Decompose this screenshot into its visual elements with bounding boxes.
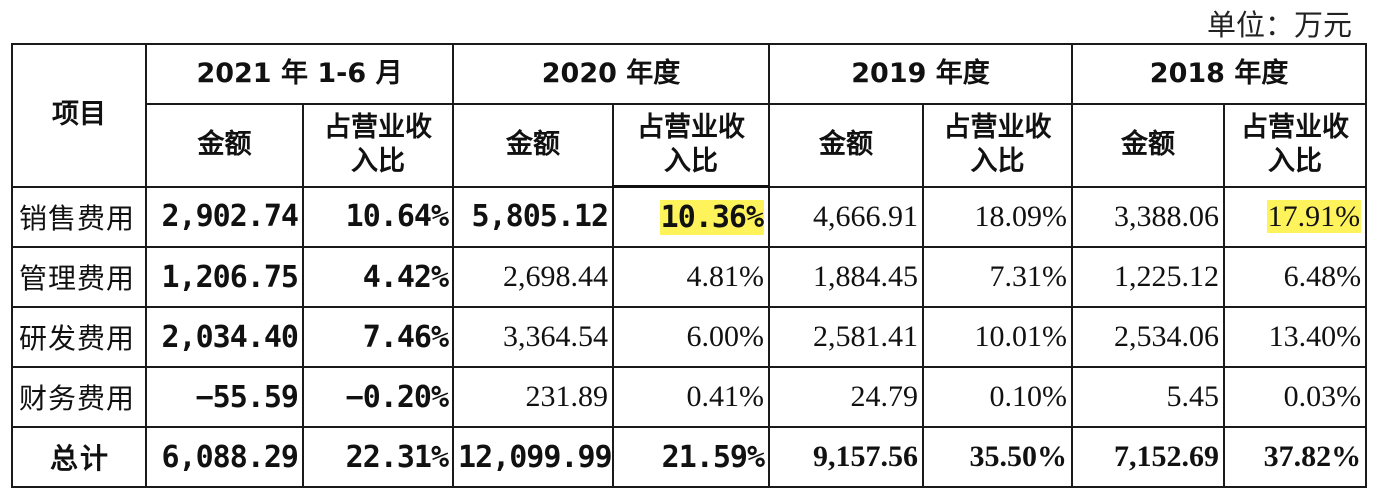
header-amount: 金额: [452, 103, 615, 188]
header-period-2019: 2019 年度: [768, 43, 1074, 105]
header-period-2018: 2018 年度: [1071, 43, 1368, 105]
cell-value: 10.36%: [612, 185, 771, 248]
cell-value: 2,902.74: [145, 185, 304, 248]
cell-value: 6.48%: [1223, 246, 1368, 308]
row-label: 财务费用: [11, 366, 147, 428]
header-period-2021h1: 2021 年 1-6 月: [144, 43, 455, 105]
cell-value: 5.45: [1071, 366, 1226, 428]
cell-value: 0.10%: [922, 366, 1074, 428]
table-row: 财务费用 −55.59 −0.20% 231.89 0.41% 24.79 0.…: [11, 366, 1368, 428]
cell-value: 7.46%: [301, 306, 455, 368]
cell-value: 1,225.12: [1071, 246, 1226, 308]
row-label: 销售费用: [11, 185, 147, 248]
cell-value: 24.79: [768, 366, 925, 428]
cell-value: 22.31%: [301, 426, 455, 488]
cell-value: 4,666.91: [768, 185, 925, 248]
cell-value: 10.64%: [301, 185, 455, 248]
cell-value: 9,157.56: [768, 426, 925, 488]
header-ratio: 占营业收 入比: [612, 103, 771, 188]
cell-value: 3,388.06: [1071, 185, 1226, 248]
cell-value: 3,364.54: [452, 306, 615, 368]
cell-value: 2,581.41: [768, 306, 925, 368]
cell-value: 13.40%: [1223, 306, 1368, 368]
header-amount: 金额: [768, 103, 925, 188]
cell-value: 2,698.44: [452, 246, 615, 308]
cell-value: 1,206.75: [145, 246, 304, 308]
row-label: 管理费用: [11, 246, 147, 308]
cell-value: 35.50%: [922, 426, 1074, 488]
cell-value: 6.00%: [612, 306, 771, 368]
cell-value: 231.89: [452, 366, 615, 428]
cell-value: 7.31%: [922, 246, 1074, 308]
cell-value: 6,088.29: [145, 426, 304, 488]
table-row: 销售费用 2,902.74 10.64% 5,805.12 10.36% 4,6…: [11, 185, 1368, 248]
cell-value: 4.81%: [612, 246, 771, 308]
cell-value: 10.01%: [922, 306, 1074, 368]
cell-value: 12,099.99: [452, 426, 615, 488]
cell-value: −55.59: [145, 366, 304, 428]
header-amount: 金额: [145, 103, 304, 188]
row-label: 总计: [11, 426, 147, 488]
table-row: 管理费用 1,206.75 4.42% 2,698.44 4.81% 1,884…: [11, 246, 1368, 308]
row-label: 研发费用: [11, 306, 147, 368]
highlighted-value: 10.36%: [659, 199, 764, 235]
cell-value: 2,034.40: [145, 306, 304, 368]
cell-value: 17.91%: [1223, 185, 1368, 248]
cell-value: 1,884.45: [768, 246, 925, 308]
header-ratio: 占营业收 入比: [922, 103, 1074, 188]
cell-value: 0.41%: [612, 366, 771, 428]
cell-value: 2,534.06: [1071, 306, 1226, 368]
cell-value: 4.42%: [301, 246, 455, 308]
table-row-total: 总计 6,088.29 22.31% 12,099.99 21.59% 9,15…: [11, 426, 1368, 488]
unit-label: 单位：万元: [1206, 8, 1352, 42]
header-item: 项目: [11, 43, 147, 188]
header-amount: 金额: [1071, 103, 1226, 188]
expense-table: 项目 2021 年 1-6 月 2020 年度 2019 年度 2018 年度 …: [11, 43, 1368, 488]
cell-value: −0.20%: [301, 366, 455, 428]
cell-value: 5,805.12: [452, 185, 615, 248]
cell-value: 37.82%: [1223, 426, 1368, 488]
header-ratio: 占营业收 入比: [301, 103, 455, 188]
cell-value: 21.59%: [612, 426, 771, 488]
cell-value: 7,152.69: [1071, 426, 1226, 488]
table-row: 研发费用 2,034.40 7.46% 3,364.54 6.00% 2,581…: [11, 306, 1368, 368]
highlighted-value: 17.91%: [1266, 199, 1362, 233]
header-ratio: 占营业收 入比: [1223, 103, 1368, 188]
cell-value: 18.09%: [922, 185, 1074, 248]
cell-value: 0.03%: [1223, 366, 1368, 428]
header-period-2020: 2020 年度: [452, 43, 771, 105]
